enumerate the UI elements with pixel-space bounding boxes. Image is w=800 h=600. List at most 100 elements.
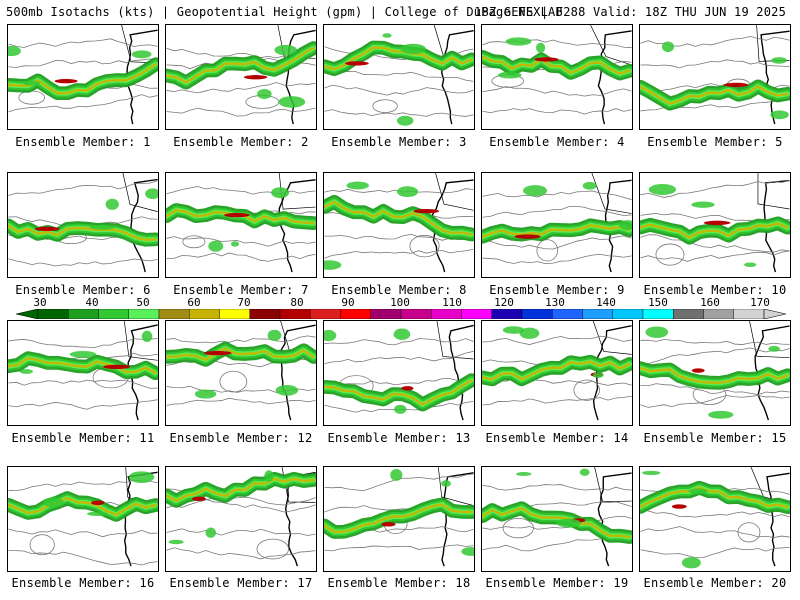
height-contour xyxy=(324,84,474,96)
colorbar-swatch xyxy=(370,309,402,319)
height-contour xyxy=(482,515,632,530)
ensemble-member-map xyxy=(165,466,317,572)
isotach-patch xyxy=(645,326,669,338)
height-contour xyxy=(324,68,474,82)
height-contour xyxy=(324,248,474,259)
isotach-patch xyxy=(582,181,597,190)
colorbar-swatch xyxy=(249,309,281,319)
colorbar-swatch xyxy=(37,309,69,319)
height-contour xyxy=(482,86,632,97)
colorbar-label: 70 xyxy=(237,296,251,309)
height-contour xyxy=(166,528,316,536)
height-contour xyxy=(482,376,632,386)
model-valid-time: 18Z GEFS | F288 Valid: 18Z THU JUN 19 20… xyxy=(474,5,786,19)
height-contour xyxy=(8,38,158,48)
height-contour xyxy=(482,484,632,491)
colorbar-swatch xyxy=(68,309,99,319)
isotach-patch xyxy=(324,260,342,270)
isotach-patch xyxy=(22,80,41,86)
isotach-patch xyxy=(145,188,158,199)
colorbar-arrow-right xyxy=(763,309,786,319)
ensemble-member-caption: Ensemble Member: 4 xyxy=(489,135,625,149)
isotach-patch xyxy=(516,472,532,476)
height-contour xyxy=(324,544,474,552)
isotach-patch xyxy=(505,37,532,46)
colorbar-label: 60 xyxy=(187,296,201,309)
state-border xyxy=(591,173,632,214)
isotach-patch xyxy=(642,470,661,475)
ensemble-member-map xyxy=(481,466,633,572)
coastline xyxy=(766,472,790,567)
coastline xyxy=(280,324,316,421)
colorbar-swatch xyxy=(189,309,220,319)
isotach-patch xyxy=(579,468,590,476)
colorbar-swatch xyxy=(310,309,341,319)
isotach-band xyxy=(482,360,631,381)
ensemble-member-map xyxy=(481,172,633,278)
colorbar-swatch xyxy=(673,309,704,319)
height-contour xyxy=(640,526,790,538)
ensemble-member-caption: Ensemble Member: 11 xyxy=(11,431,155,445)
height-contour xyxy=(166,547,316,560)
colorbar-label: 80 xyxy=(290,296,304,309)
ensemble-member-caption: Ensemble Member: 1 xyxy=(15,135,151,149)
isotach-patch xyxy=(691,201,715,208)
isotach-patch xyxy=(400,43,426,55)
isotach-patch xyxy=(768,345,780,352)
height-contour xyxy=(324,350,474,364)
isotach-patch xyxy=(688,488,708,494)
height-contour xyxy=(482,108,632,115)
colorbar-label: 170 xyxy=(750,296,770,309)
ensemble-member-map xyxy=(323,24,475,130)
height-contour xyxy=(166,82,316,94)
state-border xyxy=(123,321,158,361)
ensemble-member-map xyxy=(481,24,633,130)
isotach-patch xyxy=(519,327,540,339)
ensemble-member-caption: Ensemble Member: 10 xyxy=(643,283,787,297)
height-contour xyxy=(324,109,474,117)
map-title: 500mb Isotachs (kts) | Geopotential Heig… xyxy=(6,5,563,19)
isotach-patch xyxy=(461,547,474,556)
colorbar-label: 100 xyxy=(390,296,410,309)
isotach-patch xyxy=(274,44,298,56)
height-contour xyxy=(29,534,55,556)
isotach-patch xyxy=(770,110,789,120)
isotach-band xyxy=(640,486,789,509)
colorbar-swatch xyxy=(461,309,492,319)
jet-core xyxy=(345,61,369,66)
height-contour xyxy=(573,379,600,401)
colorbar-swatch xyxy=(582,309,613,319)
isotach-patch xyxy=(128,471,155,483)
colorbar-swatch xyxy=(279,309,311,319)
isotach-patch xyxy=(278,96,306,108)
height-contour xyxy=(640,234,790,253)
ensemble-member-caption: Ensemble Member: 16 xyxy=(11,576,155,590)
jet-core xyxy=(192,496,206,501)
height-contour xyxy=(8,550,158,566)
isotach-patch xyxy=(271,187,290,199)
isotach-patch xyxy=(382,33,392,38)
jet-core xyxy=(204,350,232,356)
isotach-band xyxy=(640,222,789,239)
isotach-patch xyxy=(141,330,153,342)
isotach-band xyxy=(8,224,157,242)
height-contour xyxy=(482,39,632,48)
isotach-patch xyxy=(205,527,217,538)
isotach-patch xyxy=(267,329,282,341)
height-contour xyxy=(536,239,559,262)
height-contour xyxy=(640,59,790,69)
state-border xyxy=(278,173,316,210)
isotach-band xyxy=(640,85,789,105)
isotach-patch xyxy=(522,185,548,197)
ensemble-member-map xyxy=(7,466,159,572)
jet-core xyxy=(723,82,749,88)
height-contour xyxy=(8,258,158,267)
height-contour xyxy=(482,335,632,345)
height-contour xyxy=(324,377,474,388)
isotach-patch xyxy=(194,389,217,399)
isotach-band xyxy=(324,378,473,406)
isotach-patch xyxy=(324,329,337,342)
isotach-patch xyxy=(744,262,757,267)
map-header: 500mb Isotachs (kts) | Geopotential Heig… xyxy=(6,5,796,21)
isotach-band xyxy=(324,200,473,236)
